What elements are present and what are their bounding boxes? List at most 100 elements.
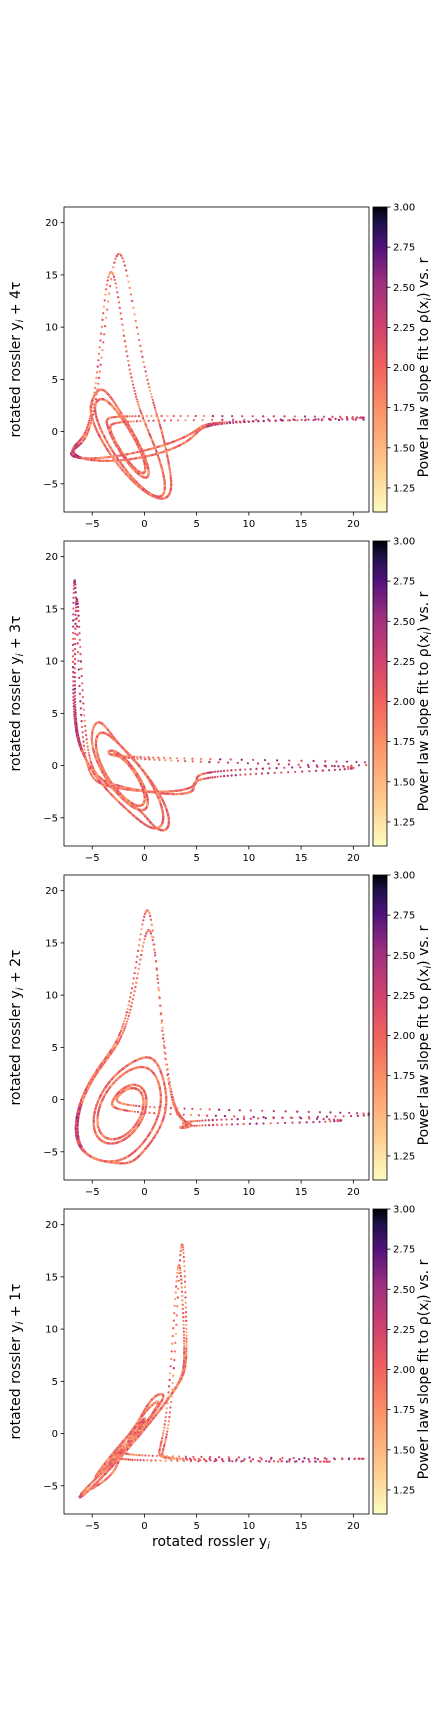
data-point <box>232 418 235 421</box>
data-point <box>124 468 127 471</box>
data-point <box>362 416 365 419</box>
data-point <box>160 414 163 418</box>
data-point <box>72 448 75 451</box>
data-point <box>74 637 77 641</box>
data-point <box>72 680 75 683</box>
data-point <box>101 318 104 321</box>
data-point <box>211 418 214 421</box>
data-point <box>88 426 91 429</box>
data-point <box>128 429 131 432</box>
data-point <box>112 275 116 278</box>
data-point <box>321 418 324 421</box>
data-point <box>126 453 129 456</box>
data-point <box>95 429 98 432</box>
data-point <box>92 396 95 399</box>
data-point <box>255 418 258 421</box>
data-point <box>144 476 147 479</box>
data-point <box>95 391 98 394</box>
data-point <box>183 436 186 439</box>
data-point <box>131 299 134 303</box>
data-point <box>162 438 165 441</box>
data-point <box>238 420 241 423</box>
data-point <box>74 613 77 617</box>
data-point <box>118 465 121 468</box>
data-point <box>127 472 131 475</box>
data-point <box>231 415 234 418</box>
y-axis-label-lag: + 4τ <box>8 282 24 320</box>
data-point <box>128 368 131 371</box>
data-point <box>138 443 141 446</box>
data-point <box>221 415 224 418</box>
data-point <box>122 334 126 337</box>
data-point <box>126 355 129 358</box>
data-point <box>90 458 93 462</box>
data-point <box>155 495 158 498</box>
data-point <box>231 420 234 423</box>
data-point <box>153 404 156 407</box>
data-point <box>88 417 91 420</box>
data-point <box>138 407 141 410</box>
data-point <box>154 408 157 411</box>
data-point <box>113 453 116 456</box>
data-point <box>95 371 99 374</box>
data-point <box>95 376 98 379</box>
data-point <box>135 420 138 423</box>
data-point <box>98 434 101 437</box>
data-point <box>130 376 133 379</box>
data-point <box>122 329 125 332</box>
data-point <box>184 419 187 422</box>
data-point <box>139 474 142 477</box>
data-point <box>106 423 109 426</box>
data-point <box>161 497 164 500</box>
data-point <box>159 462 162 465</box>
data-point <box>80 720 83 723</box>
data-point <box>105 316 108 319</box>
data-point <box>363 761 367 764</box>
data-point <box>283 415 286 418</box>
data-point <box>134 392 137 395</box>
data-point <box>150 414 153 418</box>
data-point <box>306 763 310 767</box>
scatter-points <box>70 252 365 500</box>
data-point <box>105 288 108 291</box>
data-point <box>89 421 93 424</box>
data-point <box>84 724 87 728</box>
data-point <box>162 474 165 477</box>
data-point <box>151 453 154 457</box>
data-point <box>104 325 107 328</box>
data-point <box>117 296 120 299</box>
data-point <box>73 455 76 458</box>
data-point <box>145 455 148 458</box>
data-point <box>118 306 121 309</box>
colorbar-label-main: Power law slope fit to ρ(x <box>416 301 432 478</box>
data-point <box>144 423 147 426</box>
data-point <box>93 424 96 427</box>
data-point <box>164 450 167 453</box>
data-point <box>157 452 160 455</box>
y-tick-label: 20 <box>45 218 58 229</box>
data-point <box>111 433 114 437</box>
data-point <box>118 448 121 451</box>
data-point <box>163 483 166 486</box>
data-point <box>140 757 143 761</box>
data-point <box>120 317 123 321</box>
data-point <box>100 332 103 335</box>
x-tick-label: 15 <box>295 519 308 530</box>
x-tick-label: 5 <box>193 519 199 530</box>
data-point <box>108 416 111 420</box>
data-point <box>117 408 120 411</box>
data-point <box>131 383 135 386</box>
data-point <box>307 418 310 421</box>
data-point <box>275 767 278 770</box>
data-point <box>114 282 117 285</box>
data-point <box>100 325 103 328</box>
data-point <box>139 487 142 490</box>
data-point <box>124 345 127 348</box>
data-point <box>288 759 291 762</box>
data-point <box>99 339 102 342</box>
data-point <box>133 437 136 440</box>
data-point <box>114 409 117 412</box>
data-point <box>72 613 75 616</box>
data-point <box>87 751 90 754</box>
